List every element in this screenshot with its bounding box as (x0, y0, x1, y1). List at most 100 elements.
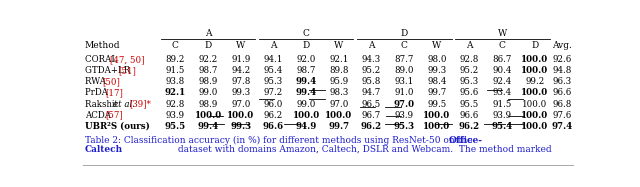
Text: 94.2: 94.2 (231, 66, 250, 75)
Text: 96.7: 96.7 (362, 111, 381, 120)
Text: 95.9: 95.9 (329, 77, 348, 86)
Text: PrDA: PrDA (84, 88, 111, 97)
Text: 94.3: 94.3 (362, 55, 381, 64)
Text: 94.9: 94.9 (296, 122, 317, 131)
Text: 96.0: 96.0 (264, 99, 283, 109)
Text: 89.8: 89.8 (329, 66, 349, 75)
Text: 96.6: 96.6 (460, 111, 479, 120)
Text: et al.: et al. (113, 99, 134, 109)
Text: 94.1: 94.1 (264, 55, 283, 64)
Text: 97.0: 97.0 (329, 99, 348, 109)
Text: 97.4: 97.4 (552, 122, 573, 131)
Text: 92.1: 92.1 (164, 88, 186, 97)
Text: 99.7: 99.7 (328, 122, 349, 131)
Text: 100.0: 100.0 (325, 111, 353, 120)
Text: D: D (401, 29, 408, 38)
Text: D: D (531, 41, 538, 50)
Text: 96.6: 96.6 (552, 88, 572, 97)
Text: 100.0: 100.0 (423, 111, 451, 120)
Text: 96.2: 96.2 (264, 111, 283, 120)
Text: 95.3: 95.3 (394, 122, 415, 131)
Text: 91.5: 91.5 (493, 99, 512, 109)
Text: W: W (432, 41, 442, 50)
Text: 99.4: 99.4 (296, 77, 317, 86)
Text: 92.0: 92.0 (296, 55, 316, 64)
Text: 92.4: 92.4 (493, 77, 512, 86)
Text: 92.8: 92.8 (166, 99, 185, 109)
Text: A: A (205, 29, 211, 38)
Text: 91.0: 91.0 (394, 88, 414, 97)
Text: 97.6: 97.6 (552, 111, 572, 120)
Text: 92.6: 92.6 (552, 55, 572, 64)
Text: 98.9: 98.9 (198, 99, 218, 109)
Text: 99.7: 99.7 (427, 88, 447, 97)
Text: Rakshit: Rakshit (84, 99, 120, 109)
Text: Table 2: Classification accuracy (in %) for different methods using ResNet-50 on: Table 2: Classification accuracy (in %) … (84, 136, 475, 145)
Text: 98.7: 98.7 (198, 66, 218, 75)
Text: 95.5: 95.5 (165, 122, 186, 131)
Text: 96.2: 96.2 (459, 122, 480, 131)
Text: 99.2: 99.2 (525, 77, 545, 86)
Text: 94.7: 94.7 (362, 88, 381, 97)
Text: RWA: RWA (84, 77, 108, 86)
Text: C: C (499, 41, 506, 50)
Text: 97.0: 97.0 (394, 99, 415, 109)
Text: 97.8: 97.8 (231, 77, 250, 86)
Text: 91.5: 91.5 (166, 66, 185, 75)
Text: 93.8: 93.8 (166, 77, 185, 86)
Text: D: D (303, 41, 310, 50)
Text: 95.4: 95.4 (264, 66, 283, 75)
Text: [17]: [17] (105, 88, 123, 97)
Text: [47, 50]: [47, 50] (110, 55, 145, 64)
Text: [39]*: [39]* (129, 99, 150, 109)
Text: 98.4: 98.4 (427, 77, 447, 86)
Text: 95.2: 95.2 (460, 66, 479, 75)
Text: A: A (368, 41, 374, 50)
Text: 89.0: 89.0 (394, 66, 414, 75)
Text: [57]: [57] (106, 111, 124, 120)
Text: 100.0: 100.0 (521, 88, 548, 97)
Text: 99.0: 99.0 (198, 88, 218, 97)
Text: C: C (172, 41, 179, 50)
Text: CORAL: CORAL (84, 55, 120, 64)
Text: 93.1: 93.1 (394, 77, 414, 86)
Text: 92.1: 92.1 (329, 55, 348, 64)
Text: 100.0: 100.0 (521, 55, 548, 64)
Text: 96.5: 96.5 (362, 99, 381, 109)
Text: 99.3: 99.3 (230, 122, 252, 131)
Text: 95.8: 95.8 (362, 77, 381, 86)
Text: 98.7: 98.7 (296, 66, 316, 75)
Text: 100.0: 100.0 (227, 111, 254, 120)
Text: 100.0: 100.0 (521, 122, 548, 131)
Text: 92.8: 92.8 (460, 55, 479, 64)
Text: 96.2: 96.2 (361, 122, 382, 131)
Text: [50]: [50] (102, 77, 120, 86)
Text: C: C (303, 29, 310, 38)
Text: 98.9: 98.9 (198, 77, 218, 86)
Text: 97.0: 97.0 (231, 99, 250, 109)
Text: 98.3: 98.3 (329, 88, 348, 97)
Text: 99.0: 99.0 (296, 99, 316, 109)
Text: 87.7: 87.7 (394, 55, 414, 64)
Text: A: A (467, 41, 473, 50)
Text: 95.3: 95.3 (460, 77, 479, 86)
Text: 93.9: 93.9 (493, 111, 512, 120)
Text: 95.5: 95.5 (460, 99, 479, 109)
Text: 93.9: 93.9 (395, 111, 413, 120)
Text: Caltech: Caltech (84, 145, 123, 154)
Text: 100.0: 100.0 (521, 111, 548, 120)
Text: 98.0: 98.0 (427, 55, 447, 64)
Text: 100.0: 100.0 (521, 66, 548, 75)
Text: 96.6: 96.6 (263, 122, 284, 131)
Text: 93.9: 93.9 (166, 111, 185, 120)
Text: GTDA+LR: GTDA+LR (84, 66, 132, 75)
Text: A: A (270, 41, 276, 50)
Text: 86.7: 86.7 (493, 55, 512, 64)
Text: 97.2: 97.2 (264, 88, 283, 97)
Text: ACDA: ACDA (84, 111, 113, 120)
Text: Avg.: Avg. (552, 41, 572, 50)
Text: W: W (334, 41, 344, 50)
Text: C: C (401, 41, 408, 50)
Text: Office-: Office- (448, 136, 483, 145)
Text: 95.2: 95.2 (362, 66, 381, 75)
